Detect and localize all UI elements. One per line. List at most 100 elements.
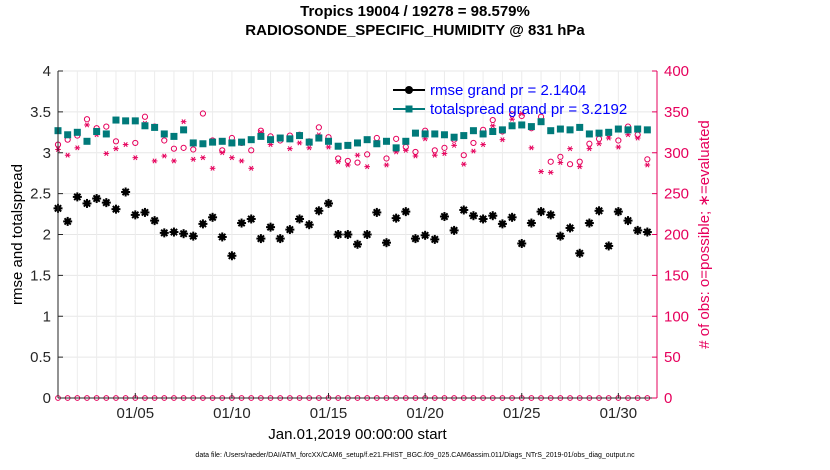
- totalspread-marker: [469, 127, 477, 135]
- totalspread-marker: [64, 131, 72, 139]
- obs-possible-marker: [364, 151, 371, 158]
- obs-possible-marker: [576, 158, 583, 165]
- rmse-marker: [275, 234, 285, 244]
- left-axis-label: rmse and totalspread: [9, 164, 26, 305]
- legend-rmse-label: rmse grand pr = 2.1404: [430, 82, 586, 99]
- rmse-marker-stroke: [305, 220, 314, 229]
- legend-rmse: rmse grand pr = 2.1404: [393, 82, 586, 99]
- obs-evaluated-marker: [113, 146, 119, 152]
- obs-evaluated-marker: [248, 165, 255, 171]
- rmse-marker-stroke: [440, 212, 449, 221]
- rmse-marker-stroke: [450, 226, 458, 235]
- totalspread-marker: [189, 139, 197, 147]
- totalspread-marker: [527, 123, 535, 131]
- obs-evaluated-stroke: [307, 145, 312, 151]
- rmse-marker-stroke: [92, 194, 101, 203]
- obs-evaluated-marker: [171, 158, 177, 164]
- totalspread-marker: [247, 136, 255, 144]
- chart-title: Tropics 19004 / 19278 = 98.579%: [300, 3, 530, 20]
- obs-possible-marker: [412, 148, 419, 156]
- obs-evaluated-stroke: [104, 151, 109, 157]
- obs-evaluated-stroke: [84, 122, 90, 128]
- obs-evaluated-marker: [644, 162, 651, 168]
- obs-possible-marker: [190, 146, 197, 153]
- rmse-marker: [642, 227, 652, 237]
- rmse-marker-stroke: [112, 205, 120, 214]
- legend-rmse-marker: [405, 86, 413, 94]
- obs-evaluated-marker: [364, 164, 370, 170]
- totalspread-marker: [199, 140, 207, 148]
- totalspread-marker: [276, 134, 284, 142]
- rmse-marker: [140, 207, 150, 217]
- totalspread-marker: [585, 130, 593, 138]
- obs-evaluated-stroke: [152, 158, 157, 164]
- totalspread-marker: [576, 123, 584, 131]
- obs-evaluated-stroke: [567, 146, 573, 152]
- obs-evaluated-stroke: [326, 144, 331, 150]
- totalspread-marker: [296, 132, 304, 140]
- rmse-marker: [410, 234, 420, 244]
- obs-evaluated-stroke: [519, 110, 524, 117]
- obs-possible-marker: [354, 159, 361, 166]
- rmse-marker-stroke: [353, 240, 362, 249]
- rmse-marker: [63, 216, 73, 226]
- obs-evaluated-marker: [209, 165, 216, 171]
- rmse-marker-stroke: [295, 215, 304, 223]
- rmse-marker-stroke: [643, 228, 652, 236]
- obs-evaluated-marker: [567, 146, 573, 152]
- obs-evaluated-marker: [306, 145, 312, 151]
- obs-evaluated-stroke: [229, 155, 234, 161]
- obs-evaluated-marker: [335, 159, 341, 165]
- rmse-marker-stroke: [73, 193, 82, 201]
- right-tick-label: 400: [664, 63, 689, 80]
- totalspread-marker: [267, 136, 275, 144]
- rmse-marker: [546, 210, 556, 220]
- obs-evaluated-stroke: [384, 162, 389, 168]
- totalspread-marker: [566, 126, 574, 134]
- totalspread-marker: [421, 130, 429, 138]
- obs-evaluated-marker: [238, 158, 245, 164]
- rmse-marker-stroke: [286, 225, 294, 234]
- rmse-marker: [575, 248, 585, 258]
- rmse-marker-stroke: [401, 207, 410, 216]
- totalspread-marker: [257, 132, 265, 140]
- obs-evaluated-stroke: [75, 145, 80, 151]
- rmse-marker-stroke: [199, 220, 207, 228]
- rmse-marker: [430, 234, 440, 244]
- rmse-marker: [208, 212, 218, 222]
- obs-evaluated-stroke: [442, 151, 447, 157]
- obs-evaluated-stroke: [606, 135, 611, 141]
- obs-evaluated-marker: [161, 153, 168, 159]
- totalspread-marker: [363, 136, 371, 144]
- rmse-marker: [439, 212, 449, 222]
- obs-evaluated-marker: [345, 162, 351, 168]
- obs-evaluated-stroke: [645, 162, 650, 168]
- rmse-marker: [333, 230, 343, 239]
- rmse-marker-stroke: [189, 232, 198, 240]
- rmse-marker: [507, 212, 517, 222]
- obs-possible-marker: [393, 135, 400, 142]
- rmse-marker-stroke: [585, 219, 594, 227]
- rmse-marker-stroke: [237, 219, 246, 227]
- rmse-marker: [246, 214, 256, 224]
- obs-possible-marker: [441, 144, 448, 151]
- rmse-marker: [372, 207, 382, 217]
- rmse-marker: [381, 238, 391, 248]
- totalspread-marker: [73, 128, 81, 136]
- left-tick-label: 3: [43, 145, 51, 162]
- totalspread-marker: [450, 133, 458, 141]
- totalspread-marker: [315, 134, 323, 142]
- obs-evaluated-marker: [403, 147, 409, 153]
- rmse-marker: [517, 238, 527, 248]
- obs-evaluated-stroke: [123, 142, 128, 148]
- rmse-marker: [217, 232, 227, 242]
- rmse-marker: [92, 194, 102, 204]
- totalspread-marker: [411, 129, 419, 137]
- rmse-marker-stroke: [604, 242, 613, 250]
- obs-evaluated-stroke: [249, 165, 254, 171]
- rmse-marker: [111, 204, 121, 214]
- rmse-marker-stroke: [131, 211, 140, 219]
- obs-evaluated-stroke: [345, 162, 350, 168]
- totalspread-marker: [354, 139, 361, 147]
- obs-possible-marker: [315, 124, 322, 131]
